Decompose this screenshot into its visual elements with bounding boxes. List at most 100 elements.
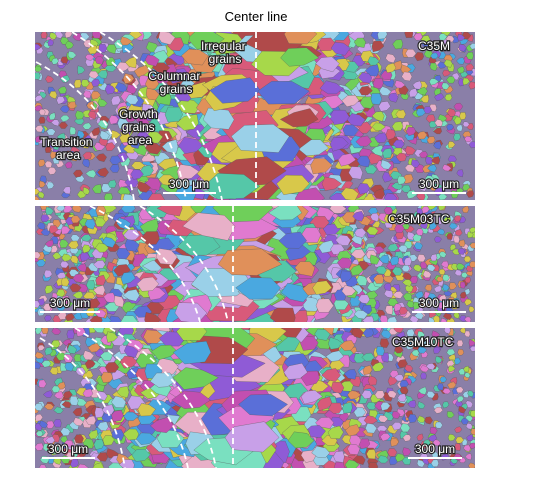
grain (349, 295, 361, 307)
grain (56, 132, 66, 141)
grain (120, 36, 133, 46)
grain (432, 439, 441, 447)
grain (37, 191, 45, 199)
grain (158, 174, 176, 186)
grain (76, 448, 87, 457)
grain (438, 294, 447, 302)
panel-label: C35M (418, 39, 450, 53)
grain (395, 453, 406, 463)
grain (120, 271, 136, 285)
grain (395, 109, 407, 119)
grain (143, 329, 165, 344)
grain (376, 346, 385, 356)
grain (145, 87, 160, 101)
grain (151, 344, 178, 361)
grain (136, 131, 151, 144)
grain (431, 330, 441, 338)
grain (36, 259, 46, 267)
grain (458, 239, 466, 247)
grain (377, 455, 389, 464)
grain (90, 91, 102, 100)
grain (35, 442, 44, 451)
grain (40, 32, 48, 39)
grain (56, 304, 66, 311)
grain (446, 411, 455, 419)
grain (337, 257, 352, 269)
grain (444, 328, 451, 335)
grain (82, 388, 94, 398)
grain (39, 420, 48, 429)
grain (60, 56, 69, 64)
grain (413, 264, 422, 272)
grain (91, 127, 100, 137)
grain (371, 111, 385, 122)
grain (122, 289, 140, 302)
grain (373, 188, 385, 200)
grain (380, 159, 392, 170)
grain (73, 417, 84, 427)
grain (469, 261, 475, 268)
grain (365, 423, 377, 434)
grain (385, 305, 394, 315)
grain (350, 248, 366, 259)
grain (418, 183, 428, 192)
grain (353, 353, 367, 364)
grain (385, 62, 397, 73)
grain (111, 95, 121, 106)
grain (422, 270, 432, 278)
grain (447, 381, 457, 389)
grain (185, 81, 209, 99)
grain (113, 295, 125, 308)
annotation: Irregular grains (201, 39, 249, 66)
grain (315, 298, 334, 313)
grain (388, 92, 399, 103)
grain (440, 260, 449, 269)
grain (102, 435, 115, 446)
grain (80, 252, 90, 262)
grain (464, 316, 472, 322)
grain (300, 336, 319, 351)
grain (356, 155, 371, 168)
grain (97, 120, 109, 129)
grain (412, 301, 421, 310)
grain (408, 88, 418, 98)
grain (423, 439, 431, 447)
grain (95, 153, 107, 162)
grain (137, 86, 149, 99)
grain (382, 148, 393, 159)
grain (454, 229, 463, 236)
grain (464, 372, 471, 378)
grain (125, 94, 139, 105)
grain (461, 272, 469, 279)
grain (394, 80, 406, 89)
grain (300, 390, 323, 405)
grain (430, 459, 439, 467)
grain (73, 79, 82, 89)
grain (463, 365, 470, 373)
grain (133, 65, 150, 78)
grain (77, 65, 86, 75)
grain (430, 52, 439, 59)
grain (453, 235, 460, 244)
grain (379, 315, 388, 322)
grain (459, 315, 467, 322)
grain (217, 248, 283, 276)
grain (97, 70, 108, 79)
grain (35, 251, 41, 259)
grain (366, 402, 378, 411)
grain (49, 367, 59, 375)
grain-map (35, 32, 475, 200)
grain (397, 359, 408, 369)
grain (39, 464, 47, 468)
grain (442, 283, 450, 291)
grain (449, 244, 457, 251)
grain (175, 114, 199, 131)
grain (469, 242, 475, 249)
grain (468, 339, 475, 347)
grain (420, 372, 427, 380)
grain (368, 461, 379, 468)
grain (82, 244, 91, 254)
grain (417, 254, 426, 263)
boundary-line (89, 205, 201, 323)
grain (390, 437, 399, 447)
